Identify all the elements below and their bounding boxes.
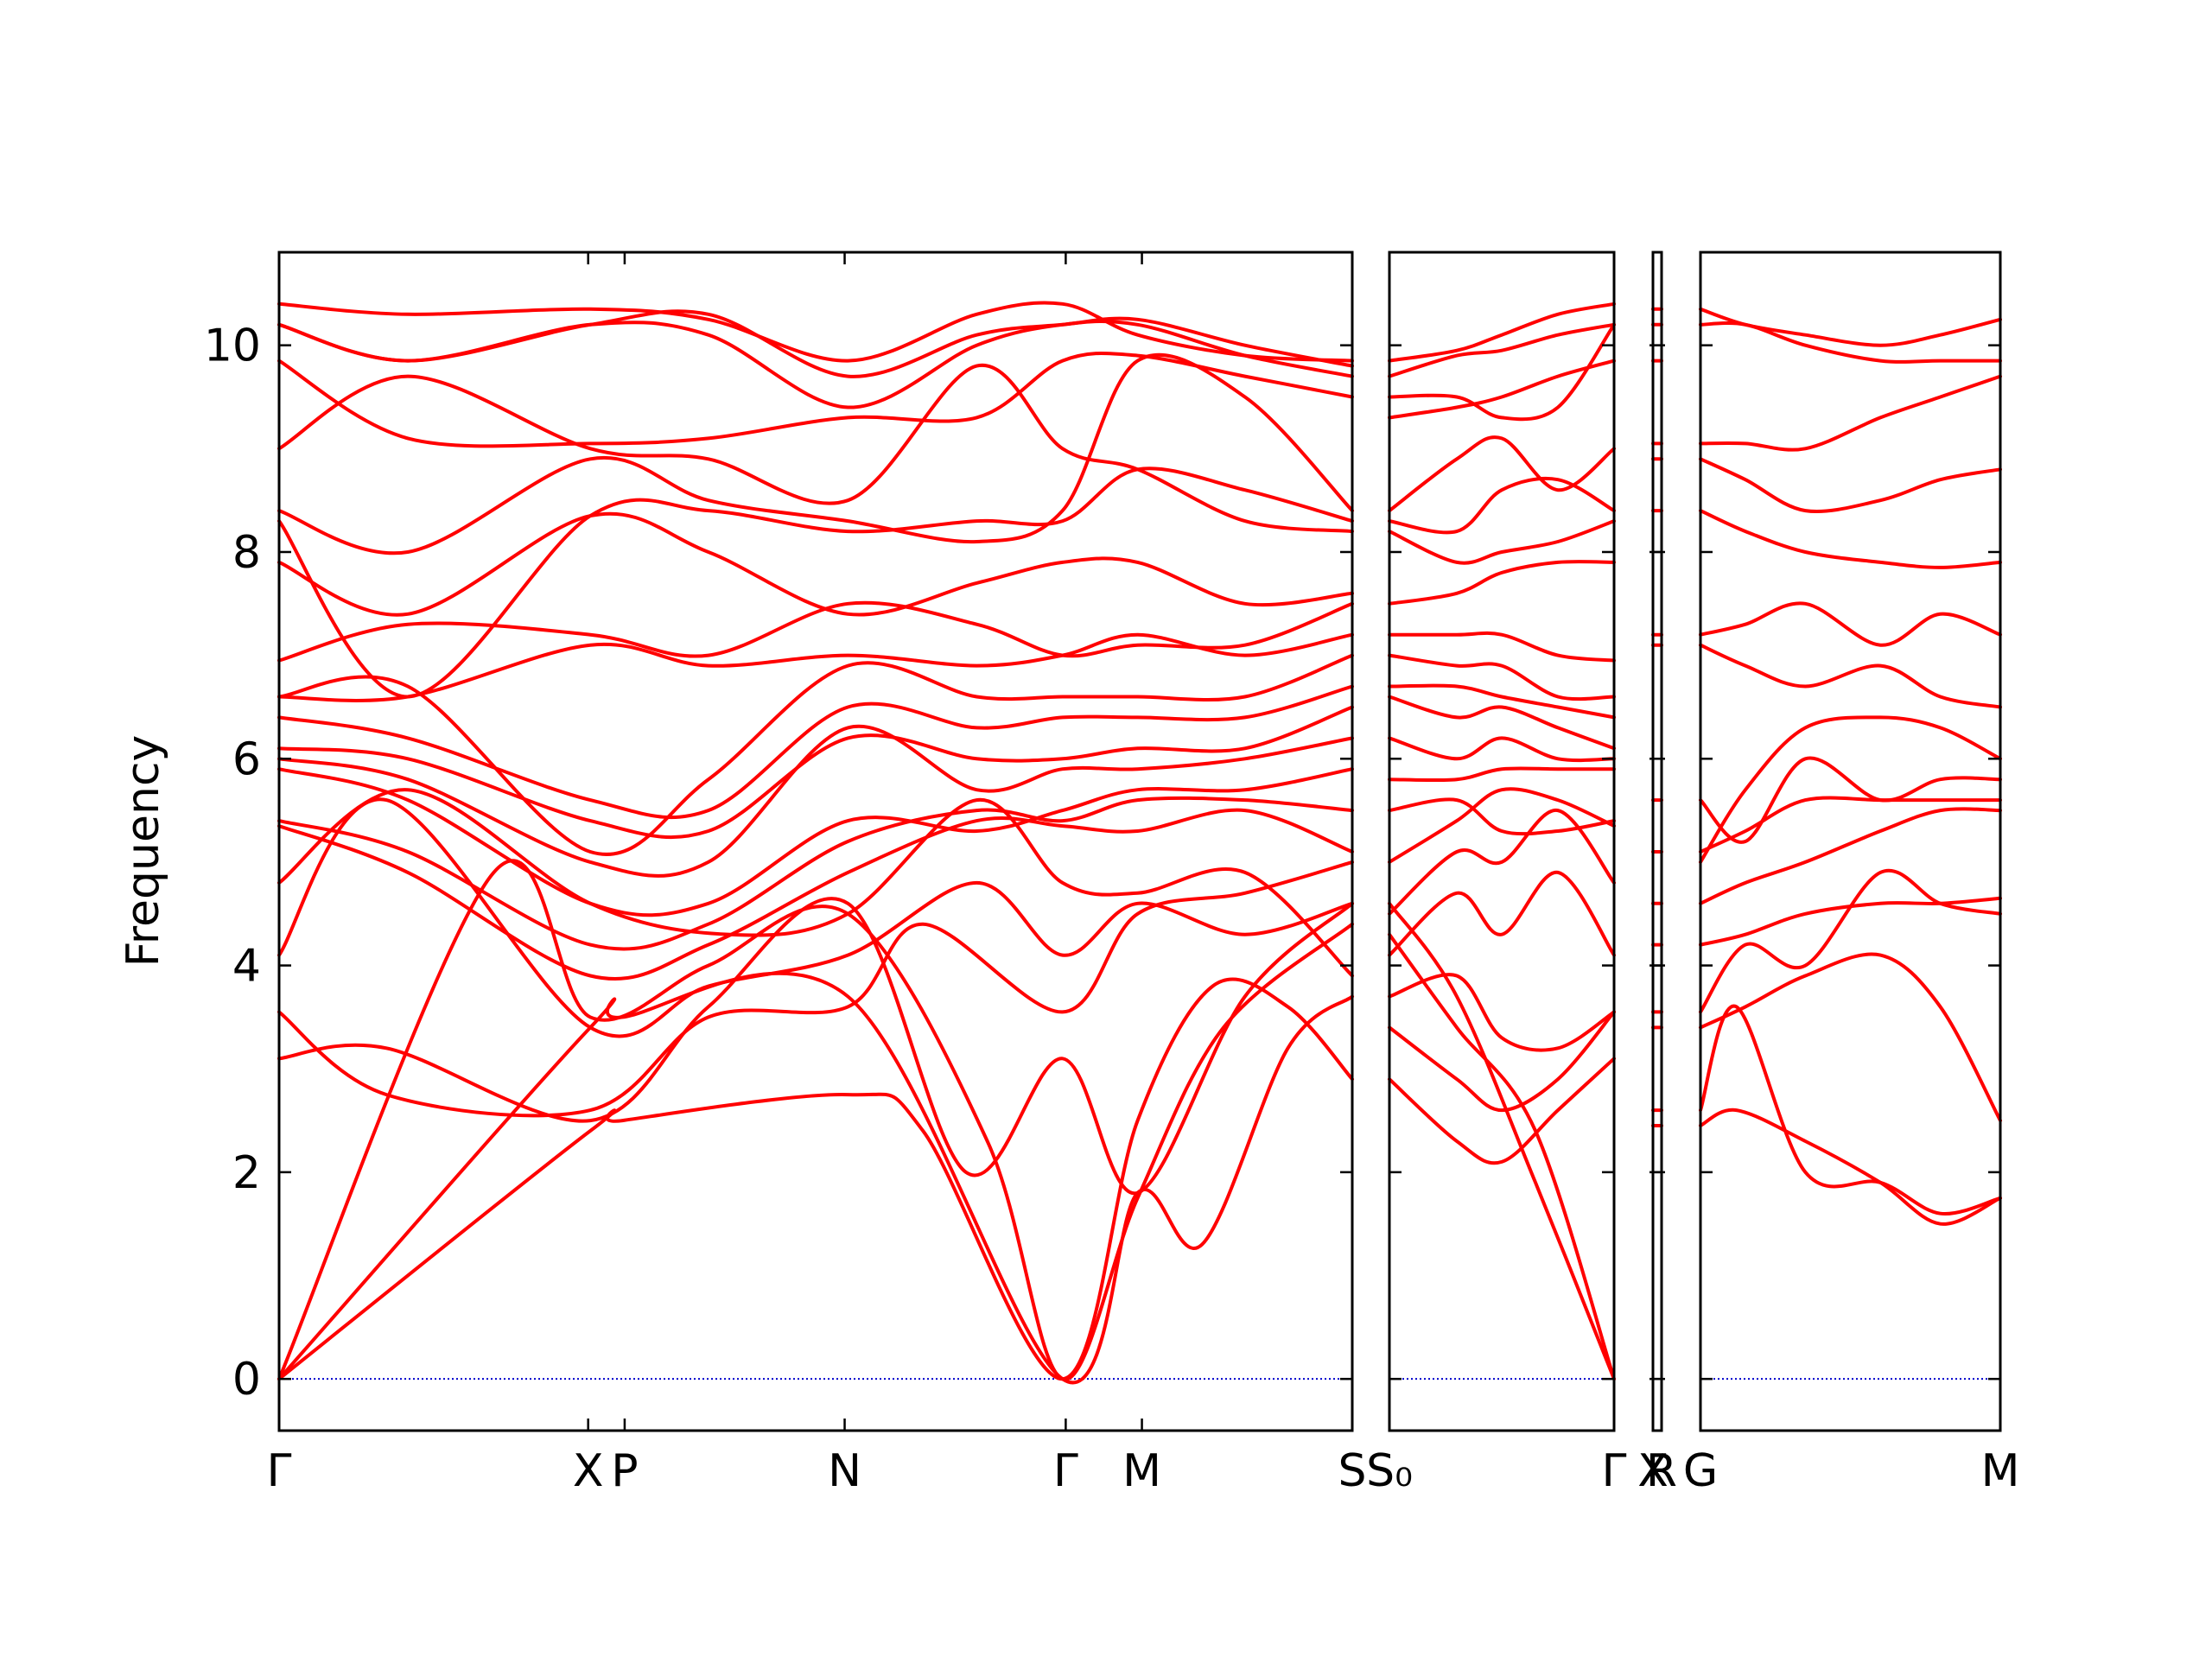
phonon-band — [277, 467, 1354, 699]
phonon-band — [1388, 322, 1616, 378]
phonon-band — [277, 684, 1354, 820]
phonon-band — [1699, 796, 2002, 854]
y-axis-label: Frequency — [118, 735, 169, 968]
x-tick-label: X — [1637, 1445, 1669, 1497]
phonon-band — [1388, 870, 1616, 957]
phonon-band — [277, 352, 1354, 448]
phonon-band — [277, 363, 1354, 534]
phonon-band — [1388, 901, 1616, 1381]
phonon-band — [277, 600, 1354, 663]
phonon-band — [277, 977, 1354, 1381]
phonon-band — [1388, 653, 1616, 701]
phonon-band — [1699, 307, 2002, 347]
phonon-band — [1388, 683, 1616, 720]
phonon-band — [277, 724, 1354, 878]
y-tick-label: 0 — [232, 1354, 261, 1406]
x-tick-label: M — [1122, 1445, 1161, 1497]
phonon-band — [1699, 457, 2002, 513]
phonon-band — [277, 808, 1354, 981]
phonon-band — [1388, 631, 1616, 663]
phonon-band — [277, 897, 1354, 1196]
phonon-band — [277, 352, 1354, 555]
panel-frame — [1388, 251, 1616, 1432]
phonon-band — [277, 653, 1354, 856]
phonon-band — [277, 632, 1354, 702]
x-tick-label: N — [828, 1445, 861, 1497]
phonon-band — [1388, 787, 1616, 864]
x-tick-label: G — [1683, 1445, 1718, 1497]
phonon-band — [1699, 896, 2002, 947]
panel-frame — [1651, 251, 1663, 1432]
phonon-band — [277, 796, 1354, 951]
panel-frame — [277, 251, 1354, 1432]
x-tick-label: S₀ — [1366, 1445, 1413, 1497]
phonon-band — [1388, 476, 1616, 535]
phonon-band — [1388, 797, 1616, 836]
x-tick-label: R — [1646, 1445, 1677, 1497]
y-tick-label: 10 — [204, 321, 261, 372]
phonon-band — [1699, 509, 2002, 569]
x-tick-label: P — [611, 1445, 638, 1497]
phonon-band — [277, 705, 1354, 840]
y-tick-label: 8 — [232, 527, 261, 579]
phonon-band — [1699, 374, 2002, 452]
phonon-band — [277, 767, 1354, 917]
x-tick-label: Γ — [1053, 1445, 1078, 1497]
y-tick-label: 2 — [232, 1147, 261, 1199]
phonon-band — [277, 797, 1354, 1038]
phonon-band — [1699, 601, 2002, 647]
phonon-band — [1388, 519, 1616, 565]
phonon-band — [1388, 973, 1616, 1052]
phonon-band — [1388, 766, 1616, 783]
phonon-band — [1388, 301, 1616, 363]
phonon-band — [1699, 868, 2002, 1014]
phonon-band — [277, 301, 1354, 363]
phonon-band — [1388, 1010, 1616, 1113]
phonon-band — [277, 859, 1354, 1381]
phonon-band — [1388, 560, 1616, 606]
phonon-band — [1699, 756, 2002, 844]
phonon-band — [1388, 359, 1616, 420]
phonon-band — [1388, 809, 1616, 916]
x-tick-label: Γ — [1602, 1445, 1627, 1497]
phonon-band — [1699, 1004, 2002, 1216]
panel-frame — [1699, 251, 2002, 1432]
phonon-band — [277, 860, 1354, 1118]
phonon-band — [277, 309, 1354, 378]
x-tick-label: X — [573, 1445, 604, 1497]
phonon-band — [1388, 736, 1616, 763]
phonon-band — [1699, 643, 2002, 709]
phonon-band — [277, 971, 1354, 1385]
phonon-band — [1388, 932, 1616, 1381]
phonon-band — [1699, 952, 2002, 1123]
phonon-band — [1388, 695, 1616, 751]
x-tick-label: M — [1981, 1445, 2020, 1497]
phonon-band — [1699, 1108, 2002, 1226]
y-tick-label: 6 — [232, 733, 261, 785]
phonon-band — [1699, 715, 2002, 864]
phonon-band — [277, 788, 1354, 978]
x-tick-label: S — [1338, 1445, 1366, 1497]
phonon-band — [1699, 807, 2002, 905]
phonon-band — [1388, 435, 1616, 513]
phonon-band — [1388, 1057, 1616, 1165]
y-tick-label: 4 — [232, 941, 261, 993]
phonon-band — [277, 511, 1354, 617]
phonon-band — [1388, 322, 1616, 422]
x-tick-label: Γ — [267, 1445, 292, 1497]
